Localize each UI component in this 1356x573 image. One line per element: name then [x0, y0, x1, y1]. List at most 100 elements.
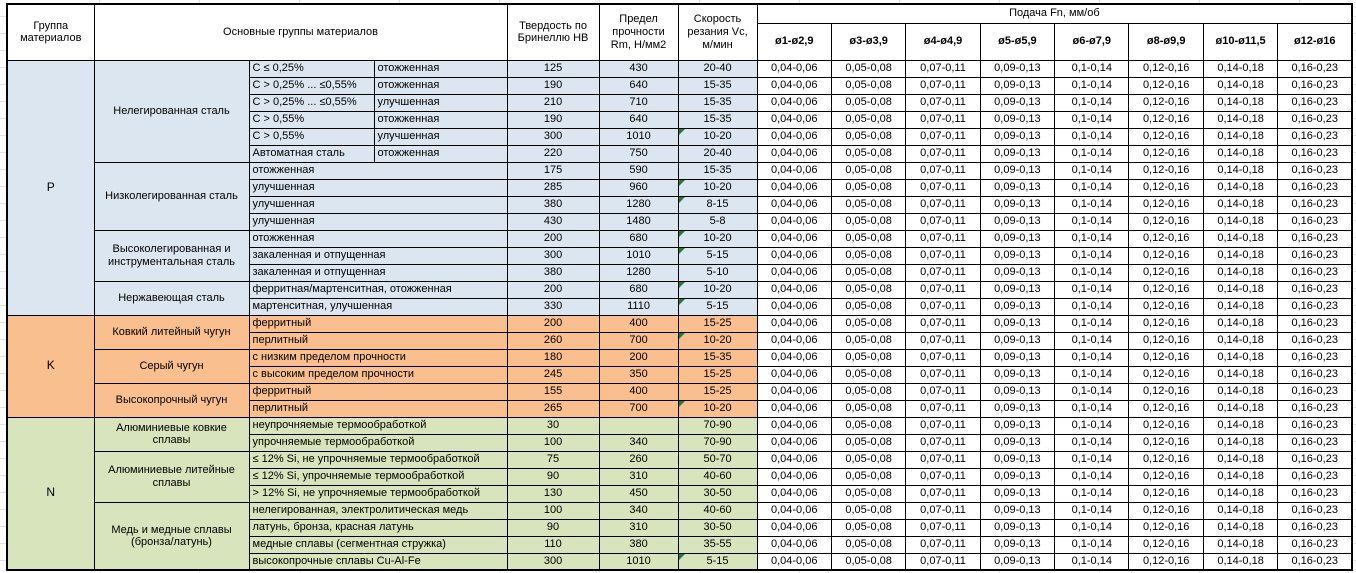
feed-cell[interactable]: 0,09-0,13	[979, 127, 1056, 146]
feed-cell[interactable]: 0,14-0,18	[1202, 110, 1279, 129]
family-cell[interactable]: Алюминиевые литейные сплавы	[93, 450, 250, 503]
feed-cell[interactable]: 0,05-0,08	[830, 229, 907, 248]
rm-cell[interactable]: 310	[598, 518, 679, 537]
feed-cell[interactable]: 0,14-0,18	[1202, 467, 1279, 486]
feed-cell[interactable]: 0,04-0,06	[756, 263, 832, 282]
feed-cell[interactable]: 0,07-0,11	[905, 229, 981, 248]
state-cell[interactable]: отожженная	[373, 110, 508, 129]
feed-cell[interactable]: 0,14-0,18	[1202, 212, 1279, 231]
family-cell[interactable]: Серый чугун	[93, 348, 250, 384]
rm-cell[interactable]: 310	[598, 467, 679, 486]
feed-cell[interactable]: 0,1-0,14	[1054, 382, 1130, 401]
rm-cell[interactable]: 640	[598, 76, 679, 95]
feed-cell[interactable]: 0,04-0,06	[756, 59, 832, 78]
spec-cell[interactable]: ферритный	[248, 314, 508, 333]
header-main-col[interactable]: Основные группы материалов	[93, 3, 508, 61]
feed-cell[interactable]: 0,04-0,06	[756, 314, 832, 333]
feed-cell[interactable]: 0,05-0,08	[830, 144, 907, 163]
feed-cell[interactable]: 0,04-0,06	[756, 501, 832, 520]
feed-cell[interactable]: 0,12-0,16	[1128, 518, 1204, 537]
feed-cell[interactable]: 0,07-0,11	[905, 59, 981, 78]
feed-cell[interactable]: 0,16-0,23	[1277, 127, 1353, 146]
feed-cell[interactable]: 0,04-0,06	[756, 331, 832, 350]
vc-cell[interactable]: 5-15	[677, 552, 758, 571]
feed-cell[interactable]: 0,1-0,14	[1054, 501, 1130, 520]
feed-cell[interactable]: 0,1-0,14	[1054, 484, 1130, 503]
hb-cell[interactable]: 175	[506, 161, 600, 180]
feed-col-header[interactable]: ø1-ø2,9	[756, 22, 832, 61]
rm-cell[interactable]: 680	[598, 280, 679, 299]
rm-cell[interactable]: 200	[598, 348, 679, 367]
vc-cell[interactable]: 40-60	[677, 467, 758, 486]
hb-cell[interactable]: 200	[506, 280, 600, 299]
rm-cell[interactable]: 1280	[598, 263, 679, 282]
hb-cell[interactable]: 100	[506, 501, 600, 520]
feed-cell[interactable]: 0,12-0,16	[1128, 416, 1204, 435]
spec-cell[interactable]: с низким пределом прочности	[248, 348, 508, 367]
vc-cell[interactable]: 20-40	[677, 144, 758, 163]
hb-cell[interactable]: 155	[506, 382, 600, 401]
vc-cell[interactable]: 10-20	[677, 178, 758, 197]
feed-cell[interactable]: 0,04-0,06	[756, 416, 832, 435]
feed-cell[interactable]: 0,05-0,08	[830, 484, 907, 503]
feed-cell[interactable]: 0,14-0,18	[1202, 484, 1279, 503]
feed-cell[interactable]: 0,07-0,11	[905, 110, 981, 129]
feed-cell[interactable]: 0,12-0,16	[1128, 229, 1204, 248]
family-cell[interactable]: Ковкий литейный чугун	[93, 314, 250, 350]
feed-cell[interactable]: 0,12-0,16	[1128, 348, 1204, 367]
rm-cell[interactable]: 1010	[598, 552, 679, 571]
state-cell[interactable]: отожженная	[373, 144, 508, 163]
feed-cell[interactable]: 0,14-0,18	[1202, 450, 1279, 469]
feed-cell[interactable]: 0,09-0,13	[979, 399, 1056, 418]
feed-cell[interactable]: 0,14-0,18	[1202, 93, 1279, 112]
feed-cell[interactable]: 0,1-0,14	[1054, 76, 1130, 95]
feed-cell[interactable]: 0,16-0,23	[1277, 76, 1353, 95]
feed-cell[interactable]: 0,14-0,18	[1202, 161, 1279, 180]
feed-cell[interactable]: 0,14-0,18	[1202, 382, 1279, 401]
feed-cell[interactable]: 0,16-0,23	[1277, 484, 1353, 503]
feed-cell[interactable]: 0,09-0,13	[979, 263, 1056, 282]
feed-cell[interactable]: 0,16-0,23	[1277, 229, 1353, 248]
feed-cell[interactable]: 0,04-0,06	[756, 467, 832, 486]
feed-col-header[interactable]: ø12-ø16	[1277, 22, 1353, 61]
feed-cell[interactable]: 0,05-0,08	[830, 127, 907, 146]
hb-cell[interactable]: 380	[506, 263, 600, 282]
feed-cell[interactable]: 0,16-0,23	[1277, 518, 1353, 537]
family-cell[interactable]: Нелегированная сталь	[93, 59, 250, 163]
spec-cell[interactable]: высокопрочные сплавы Cu-Al-Fe	[248, 552, 508, 571]
feed-cell[interactable]: 0,05-0,08	[830, 416, 907, 435]
feed-cell[interactable]: 0,05-0,08	[830, 399, 907, 418]
feed-cell[interactable]: 0,1-0,14	[1054, 518, 1130, 537]
vc-cell[interactable]: 70-90	[677, 433, 758, 452]
group-cell-K[interactable]: K	[6, 314, 95, 418]
feed-cell[interactable]: 0,12-0,16	[1128, 450, 1204, 469]
feed-cell[interactable]: 0,14-0,18	[1202, 229, 1279, 248]
feed-cell[interactable]: 0,04-0,06	[756, 144, 832, 163]
feed-cell[interactable]: 0,14-0,18	[1202, 144, 1279, 163]
feed-cell[interactable]: 0,09-0,13	[979, 144, 1056, 163]
feed-cell[interactable]: 0,16-0,23	[1277, 450, 1353, 469]
feed-cell[interactable]: 0,1-0,14	[1054, 297, 1130, 316]
feed-cell[interactable]: 0,05-0,08	[830, 246, 907, 265]
feed-cell[interactable]: 0,05-0,08	[830, 433, 907, 452]
feed-cell[interactable]: 0,07-0,11	[905, 535, 981, 554]
feed-cell[interactable]: 0,1-0,14	[1054, 552, 1130, 571]
feed-cell[interactable]: 0,05-0,08	[830, 59, 907, 78]
feed-cell[interactable]: 0,04-0,06	[756, 195, 832, 214]
feed-cell[interactable]: 0,12-0,16	[1128, 535, 1204, 554]
feed-cell[interactable]: 0,16-0,23	[1277, 348, 1353, 367]
feed-cell[interactable]: 0,04-0,06	[756, 212, 832, 231]
hb-cell[interactable]: 30	[506, 416, 600, 435]
feed-cell[interactable]: 0,05-0,08	[830, 552, 907, 571]
feed-cell[interactable]: 0,16-0,23	[1277, 331, 1353, 350]
feed-cell[interactable]: 0,1-0,14	[1054, 161, 1130, 180]
vc-cell[interactable]: 5-15	[677, 297, 758, 316]
feed-cell[interactable]: 0,09-0,13	[979, 110, 1056, 129]
header-hardness-col[interactable]: Твердость по Бринеллю HB	[506, 3, 600, 61]
feed-cell[interactable]: 0,09-0,13	[979, 552, 1056, 571]
feed-cell[interactable]: 0,1-0,14	[1054, 365, 1130, 384]
vc-cell[interactable]: 15-35	[677, 161, 758, 180]
feed-cell[interactable]: 0,1-0,14	[1054, 246, 1130, 265]
feed-cell[interactable]: 0,07-0,11	[905, 127, 981, 146]
rm-cell[interactable]: 1010	[598, 246, 679, 265]
